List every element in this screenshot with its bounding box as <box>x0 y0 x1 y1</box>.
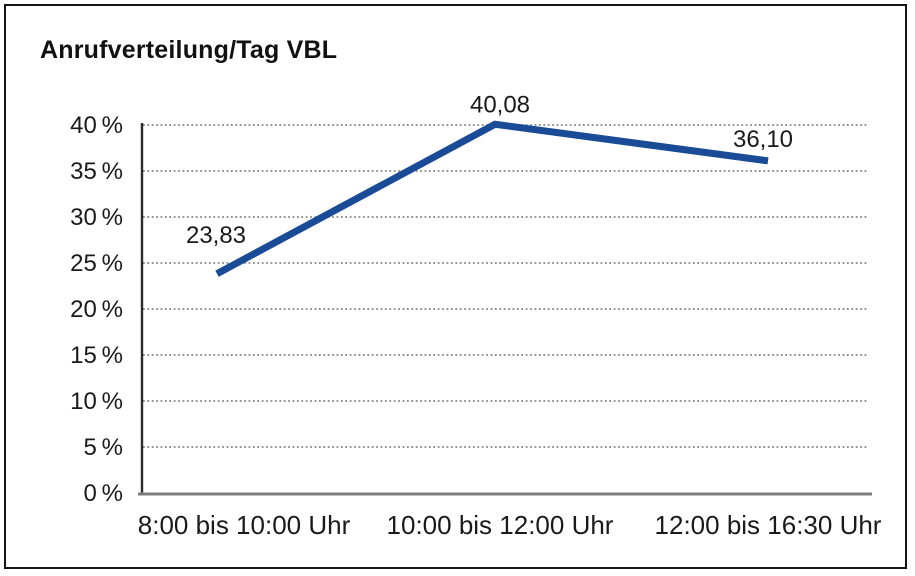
data-point-label: 36,10 <box>733 126 793 153</box>
x-axis-category-label: 12:00 bis 16:30 Uhr <box>655 510 882 540</box>
x-axis-category-label: 10:00 bis 12:00 Uhr <box>387 510 614 540</box>
x-axis-category-label: 8:00 bis 10:00 Uhr <box>138 510 351 540</box>
chart-frame <box>4 4 907 569</box>
y-axis-tick-label: 5 % <box>84 434 124 461</box>
y-axis-tick-label: 40 % <box>70 112 123 139</box>
y-axis-tick-label: 15 % <box>70 342 123 369</box>
y-axis-tick-label: 0 % <box>84 480 124 507</box>
data-point-label: 40,08 <box>470 91 530 118</box>
data-line <box>215 120 769 277</box>
y-axis-tick-label: 30 % <box>70 204 123 231</box>
y-axis-tick-label: 35 % <box>70 158 123 185</box>
y-axis-tick-label: 10 % <box>70 388 123 415</box>
y-axis-tick-label: 20 % <box>70 296 123 323</box>
y-axis-tick-label: 25 % <box>70 250 123 277</box>
data-point-label: 23,83 <box>186 222 246 249</box>
chart-title: Anrufverteilung/Tag VBL <box>40 36 338 64</box>
